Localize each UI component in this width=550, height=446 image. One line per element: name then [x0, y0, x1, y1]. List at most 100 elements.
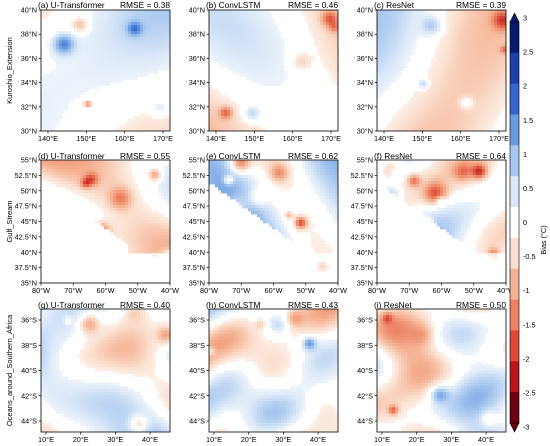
heatmap-cell [413, 94, 417, 99]
heatmap-cell [422, 82, 426, 87]
heatmap-cell [497, 97, 501, 102]
heatmap-cell [440, 61, 444, 65]
heatmap-cell [137, 241, 141, 245]
heatmap-cell [71, 40, 75, 44]
heatmap-cell [104, 67, 108, 71]
heatmap-cell [47, 169, 51, 173]
heatmap-cell [251, 61, 255, 65]
heatmap-cell [152, 175, 156, 179]
heatmap-cell [122, 25, 126, 29]
heatmap-cell [266, 205, 270, 209]
heatmap-cell [104, 52, 108, 56]
heatmap-cell [242, 28, 246, 32]
heatmap-cell [329, 211, 333, 215]
heatmap-cell [443, 76, 447, 80]
heatmap-cell [452, 64, 456, 68]
heatmap-cell [68, 64, 72, 68]
heatmap-cell [422, 118, 426, 123]
heatmap-cell [323, 199, 327, 203]
heatmap-cell [482, 64, 486, 68]
heatmap-cell [143, 247, 147, 251]
heatmap-cell [221, 187, 225, 191]
heatmap-cell [83, 184, 87, 188]
heatmap-cell [269, 202, 273, 206]
heatmap-cell [266, 70, 270, 74]
heatmap-cell [143, 16, 147, 20]
heatmap-cell [488, 124, 492, 129]
heatmap-cell [383, 61, 387, 65]
heatmap-cell [47, 127, 51, 131]
heatmap-cell [122, 214, 126, 218]
heatmap-cell [260, 82, 264, 87]
heatmap-cell [230, 25, 234, 29]
heatmap-cell [53, 109, 57, 114]
heatmap-cell [332, 178, 336, 182]
heatmap-cell [56, 73, 60, 77]
heatmap-cell [434, 22, 438, 26]
heatmap-cell [401, 115, 405, 120]
heatmap-cell [209, 43, 213, 47]
heatmap-cell [446, 79, 450, 83]
heatmap-cell [476, 121, 480, 126]
heatmap-cell [329, 55, 333, 59]
heatmap-cell [461, 43, 465, 47]
y-tick-label: 36°N [21, 54, 37, 63]
heatmap-cell [422, 25, 426, 29]
heatmap-cell [245, 52, 249, 56]
heatmap-cell [275, 211, 279, 215]
heatmap-cell [266, 175, 270, 179]
heatmap-cell [125, 34, 129, 38]
heatmap-cell [458, 61, 462, 65]
heatmap-cell [47, 94, 51, 99]
heatmap-cell [128, 16, 132, 20]
heatmap-cell [251, 115, 255, 120]
heatmap-cell [503, 43, 506, 47]
heatmap-cell [158, 172, 162, 176]
heatmap-cell [272, 64, 276, 68]
heatmap-cell [422, 172, 426, 176]
heatmap-cell [392, 76, 396, 80]
heatmap-cell [398, 37, 402, 41]
heatmap-cell [113, 190, 117, 194]
heatmap-cell [125, 52, 129, 56]
heatmap-cell [416, 22, 420, 26]
heatmap-cell [503, 19, 506, 23]
heatmap-cell [488, 67, 492, 71]
heatmap-cell [164, 229, 168, 233]
heatmap-cell [161, 25, 165, 29]
heatmap-cell [221, 178, 225, 182]
heatmap-cell [89, 163, 93, 167]
heatmap-cell [92, 160, 96, 164]
heatmap-cell [476, 64, 480, 68]
heatmap-cell [80, 64, 84, 68]
heatmap-cell [467, 58, 471, 62]
heatmap-cell [428, 94, 432, 99]
heatmap-cell [116, 232, 120, 236]
heatmap-cell [116, 208, 120, 212]
heatmap-cell [497, 13, 501, 17]
heatmap-cell [113, 79, 117, 83]
heatmap-cell [464, 85, 468, 90]
heatmap-cell [491, 112, 495, 117]
heatmap-cell [242, 16, 246, 20]
heatmap-cell [236, 64, 240, 68]
heatmap-cell [497, 82, 501, 87]
heatmap-cell [317, 40, 321, 44]
heatmap-cell [377, 34, 381, 38]
heatmap-cell [251, 175, 255, 179]
heatmap-cell [218, 19, 222, 23]
heatmap-cell [467, 28, 471, 32]
heatmap-cell [500, 64, 504, 68]
heatmap-cell [140, 214, 144, 218]
heatmap-cell [275, 67, 279, 71]
heatmap-cell [299, 52, 303, 56]
heatmap-cell [440, 166, 444, 170]
heatmap-cell [377, 55, 381, 59]
heatmap-cell [53, 97, 57, 102]
heatmap-cell [263, 82, 267, 87]
heatmap-cell [74, 58, 78, 62]
heatmap-cell [140, 202, 144, 206]
heatmap-cell [77, 55, 81, 59]
heatmap-cell [104, 211, 108, 215]
heatmap-cell [257, 214, 261, 218]
